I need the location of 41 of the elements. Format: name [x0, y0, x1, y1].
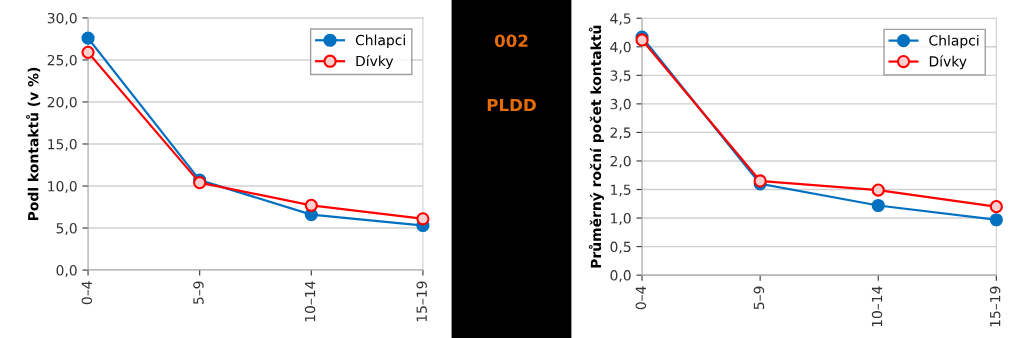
- y-tick-label: 0,0: [610, 270, 631, 283]
- x-tick-label: 0–4: [81, 281, 93, 305]
- x-tick-label: 5–9: [753, 286, 765, 310]
- y-tick-label: 10,0: [48, 180, 77, 193]
- y-tick-label: 25,0: [47, 54, 77, 67]
- y-tick-label: 2,5: [610, 127, 631, 140]
- y-tick-label: 3,0: [610, 98, 631, 111]
- y-tick-label: 15,0: [48, 138, 77, 151]
- y-axis-title: Podl kontaktů (v %): [26, 67, 41, 221]
- y-tick-label: 4,0: [610, 41, 631, 54]
- y-axis-title: Průměrný roční počet kontaktů: [588, 25, 604, 268]
- y-tick-label: 3,5: [610, 70, 631, 83]
- y-tick-label: 1,0: [611, 213, 631, 225]
- y-tick-label: 4,5: [610, 13, 631, 26]
- y-tick-label: 1,5: [611, 184, 631, 197]
- y-tick-label: 2,0: [610, 155, 631, 168]
- y-tick-label: 0,5: [610, 241, 631, 254]
- y-tick-label: 5,0: [56, 223, 77, 235]
- y-tick-label: 30,0: [47, 12, 77, 25]
- point: [989, 200, 1003, 214]
- legend-label: Dívky: [929, 55, 967, 70]
- legend-label: Dívky: [356, 54, 394, 69]
- text: PLDD: [487, 98, 536, 112]
- y-tick-label: 0,0: [56, 265, 77, 277]
- point: [304, 198, 318, 212]
- x-tick-label: 5–9: [193, 281, 204, 305]
- x-tick-label: 10–14: [304, 281, 316, 322]
- legend-label: Chlapci: [929, 34, 979, 49]
- point: [989, 213, 1003, 227]
- x-tick-label: 10–14: [871, 286, 883, 327]
- point: [871, 183, 885, 197]
- point: [81, 45, 95, 59]
- x-tick-label: 0–4: [635, 286, 647, 310]
- text: 002: [494, 34, 528, 48]
- point: [81, 31, 95, 45]
- point: [416, 212, 430, 226]
- legend-label: Chlapci: [355, 34, 405, 49]
- x-tick-label: 15–19: [416, 281, 427, 322]
- x-tick-label: 15–19: [989, 286, 1001, 327]
- y-tick-label: 20,0: [47, 96, 77, 109]
- point: [871, 198, 885, 213]
